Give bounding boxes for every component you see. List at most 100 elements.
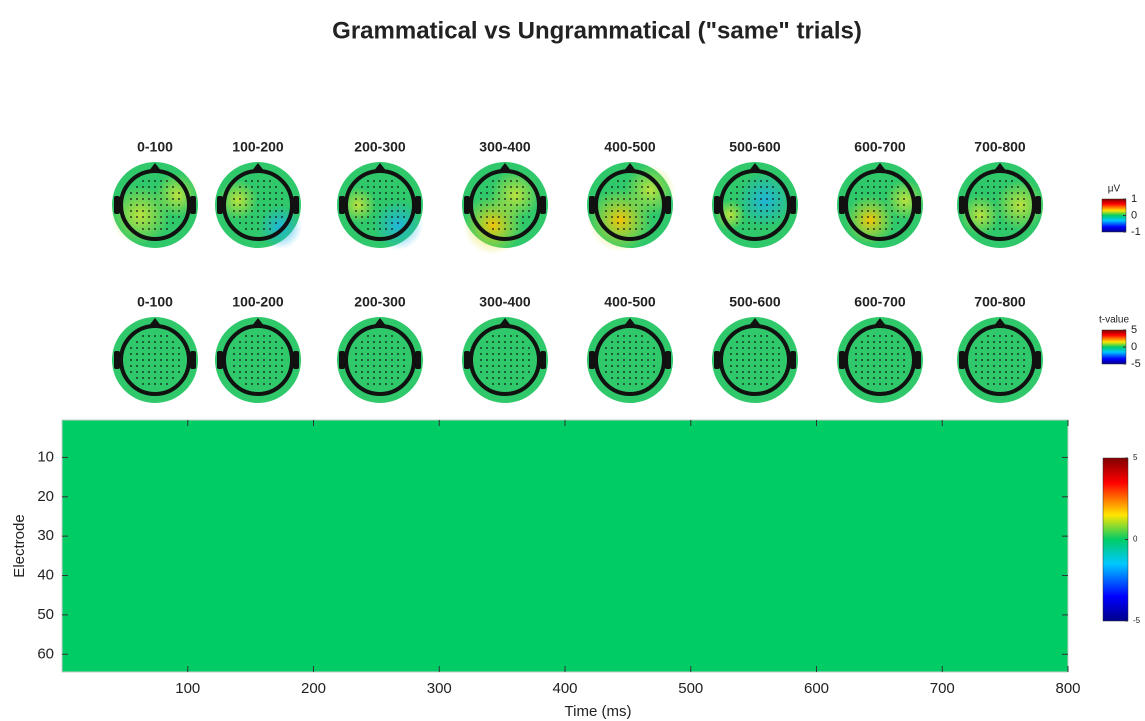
electrode [772,198,774,200]
electrode [772,186,774,188]
electrode [1011,192,1013,194]
x-tick-label: 500 [678,680,703,697]
electrode [605,371,607,373]
electrode [1017,222,1019,224]
electrode [766,180,768,182]
electrode [251,347,253,349]
electrode [355,365,357,367]
ear [714,351,720,369]
electrode [873,186,875,188]
electrode [379,216,381,218]
ear [293,351,299,369]
electrode [861,204,863,206]
electrode [130,192,132,194]
topo-blob [110,185,170,245]
electrode [1023,216,1025,218]
electrode [641,377,643,379]
electrode [136,353,138,355]
electrode [385,365,387,367]
electrode [263,210,265,212]
electrode [605,347,607,349]
electrode [498,186,500,188]
electrode [1011,371,1013,373]
electrode [239,210,241,212]
electrode [903,204,905,206]
electrode [987,365,989,367]
head-outline [469,324,541,396]
electrode [379,222,381,224]
electrode [245,353,247,355]
electrode [504,204,506,206]
electrode [154,341,156,343]
electrode [885,365,887,367]
electrode [172,353,174,355]
electrode [999,383,1001,385]
electrode [148,377,150,379]
topo-label: 700-800 [974,139,1026,155]
electrode [867,371,869,373]
electrode [257,198,259,200]
electrode [897,377,899,379]
electrode [987,335,989,337]
electrode [516,216,518,218]
electrode [605,359,607,361]
electrode [629,216,631,218]
electrode [885,180,887,182]
electrode [275,216,277,218]
electrode [754,377,756,379]
electrode [379,198,381,200]
electrode [993,180,995,182]
electrode [257,371,259,373]
electrode [999,204,1001,206]
electrode [373,186,375,188]
electrode [391,192,393,194]
electrode [148,192,150,194]
electrode [160,371,162,373]
electrode [760,180,762,182]
electrode [1023,359,1025,361]
electrode [873,216,875,218]
electrode [142,341,144,343]
electrode [361,216,363,218]
electrode [172,341,174,343]
electrode [999,335,1001,337]
electrode [391,377,393,379]
electrode [623,180,625,182]
electrode [522,186,524,188]
electrode [1011,341,1013,343]
electrode [148,216,150,218]
electrode [1023,365,1025,367]
electrode [172,347,174,349]
electrode [257,353,259,355]
electrode [492,210,494,212]
electrode [623,383,625,385]
electrode [245,210,247,212]
electrode [136,204,138,206]
electrode [510,228,512,230]
electrode [516,192,518,194]
electrode [403,210,405,212]
electrode [873,359,875,361]
electrode [136,365,138,367]
electrode [403,192,405,194]
electrode [772,204,774,206]
electrode [486,377,488,379]
electrode [492,383,494,385]
electrode [379,359,381,361]
electrode [1005,216,1007,218]
electrode [1011,353,1013,355]
ear [839,196,845,214]
head-outline [344,324,416,396]
electrode [760,383,762,385]
electrode [861,371,863,373]
electrode [748,228,750,230]
electrode [142,228,144,230]
heatmap-area [62,420,1068,672]
electrode [623,359,625,361]
electrode [373,216,375,218]
electrode [885,228,887,230]
electrode [136,186,138,188]
electrode [355,192,357,194]
electrode [653,198,655,200]
electrode [754,359,756,361]
